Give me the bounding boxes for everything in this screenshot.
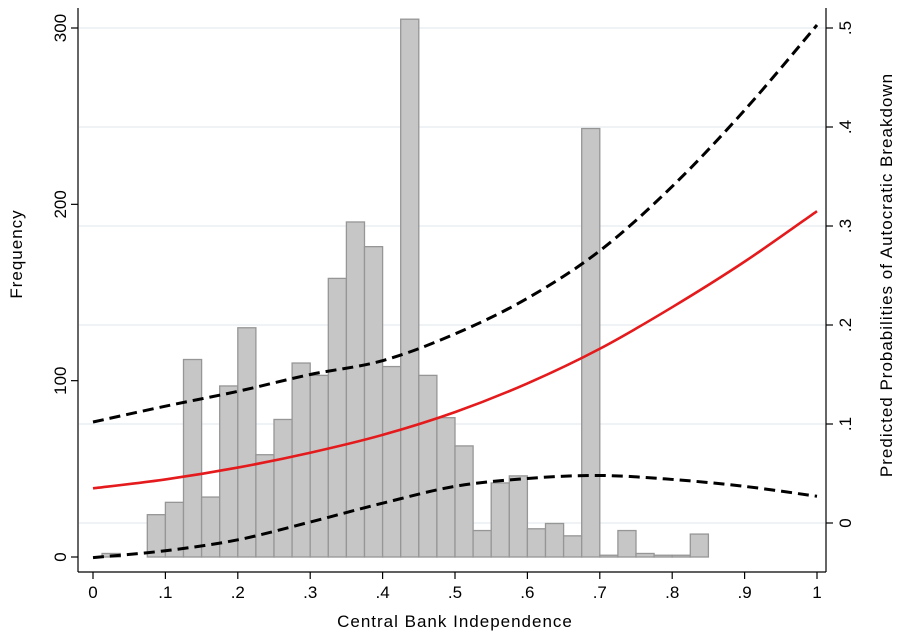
y-tick-right-label: .3 [836, 219, 855, 233]
histogram-bar [309, 374, 329, 558]
histogram-bar [599, 554, 619, 558]
histogram-bar [454, 445, 474, 558]
histogram-bar [418, 374, 438, 558]
x-tick-label: .7 [593, 583, 607, 602]
histogram-bar [182, 358, 203, 558]
y-tick-right-label: .4 [836, 120, 855, 134]
histogram-bar [562, 535, 583, 558]
histogram-bar [273, 418, 293, 558]
histogram-bar [200, 496, 221, 558]
y-axis-right-title: Predicted Probabilities of Autocratic Br… [877, 73, 896, 477]
y-tick-right-label: .2 [836, 318, 855, 332]
y-tick-left-label: 0 [51, 552, 70, 561]
histogram-bar [291, 362, 311, 558]
axes: 0 .1 .2 .3 .4 .5 .6 .7 .8 .9 1 0 100 200 300 0 .1 .2 .3 .4.… [51, 8, 855, 602]
x-tick-label: .5 [448, 583, 462, 602]
histogram-bar [255, 454, 275, 558]
y-axis-left-title: Frequency [7, 209, 26, 298]
histogram-bar [363, 246, 384, 558]
histogram-bar [653, 554, 673, 558]
x-tick-label: .6 [520, 583, 534, 602]
predicted-probability-line [92, 210, 818, 490]
y-tick-right-label: .1 [836, 417, 855, 431]
x-tick-label: 0 [88, 583, 97, 602]
histogram-bar [345, 221, 366, 558]
histogram-bar [526, 528, 547, 558]
x-axis-title: Central Bank Independence [337, 612, 573, 631]
y-tick-left-label: 200 [51, 190, 70, 218]
x-tick-label: .2 [231, 583, 245, 602]
x-tick-label: .4 [376, 583, 390, 602]
confidence-bound-line [92, 24, 819, 424]
histogram-bar [617, 529, 637, 558]
histogram-bar [671, 554, 691, 558]
histogram-bar [581, 127, 601, 558]
histogram-bar [400, 18, 420, 558]
y-tick-right-label: 0 [836, 518, 855, 527]
prediction-lines [92, 24, 819, 560]
x-tick-label: .1 [158, 583, 172, 602]
histogram-bar [381, 365, 402, 558]
histogram-bar [508, 475, 529, 558]
y-tick-right-label: .5 [836, 21, 855, 35]
x-tick-label: .3 [303, 583, 317, 602]
histogram-bar [544, 522, 565, 558]
histogram-bars [101, 18, 710, 558]
histogram-bar [635, 552, 655, 558]
histogram-bar [472, 529, 492, 558]
x-tick-label: 1 [812, 583, 821, 602]
histogram-bar [689, 533, 710, 558]
histogram-bar [490, 482, 510, 558]
x-tick-label: .8 [665, 583, 679, 602]
x-tick-label: .9 [738, 583, 752, 602]
y-tick-left-label: 100 [51, 366, 70, 394]
confidence-bound-line [92, 473, 818, 560]
histogram-bar [237, 327, 257, 558]
y-tick-left-label: 300 [51, 14, 70, 42]
